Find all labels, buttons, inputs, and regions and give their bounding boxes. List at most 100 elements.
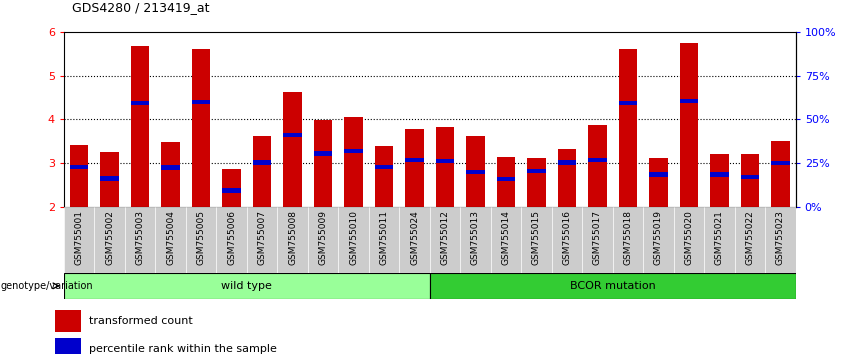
Bar xyxy=(765,207,796,273)
Bar xyxy=(162,142,180,207)
Bar xyxy=(64,207,94,273)
Bar xyxy=(253,136,271,207)
Text: GSM755019: GSM755019 xyxy=(654,210,663,266)
Bar xyxy=(314,120,332,207)
Bar xyxy=(162,165,180,170)
Text: GSM755008: GSM755008 xyxy=(288,210,297,266)
Text: GSM755024: GSM755024 xyxy=(410,210,419,265)
Text: GSM755022: GSM755022 xyxy=(745,210,755,265)
Bar xyxy=(405,129,424,207)
Bar xyxy=(368,207,399,273)
Text: GSM755016: GSM755016 xyxy=(563,210,572,266)
Text: GSM755020: GSM755020 xyxy=(684,210,694,265)
Text: GSM755003: GSM755003 xyxy=(135,210,145,266)
Bar xyxy=(582,207,613,273)
Bar xyxy=(649,172,667,177)
Bar xyxy=(613,207,643,273)
Bar xyxy=(405,158,424,162)
Text: percentile rank within the sample: percentile rank within the sample xyxy=(89,344,277,354)
Bar xyxy=(436,159,454,163)
Bar xyxy=(497,177,515,181)
Text: GSM755001: GSM755001 xyxy=(75,210,83,266)
Bar xyxy=(740,175,759,179)
Text: GSM755006: GSM755006 xyxy=(227,210,236,266)
Bar xyxy=(100,152,118,207)
Text: GSM755004: GSM755004 xyxy=(166,210,175,265)
Bar xyxy=(771,161,790,165)
Bar xyxy=(619,50,637,207)
Bar xyxy=(466,170,484,174)
Bar xyxy=(64,273,430,299)
Bar xyxy=(704,207,734,273)
Bar xyxy=(283,133,301,137)
Bar xyxy=(528,169,545,173)
Text: wild type: wild type xyxy=(221,281,272,291)
Bar xyxy=(70,165,89,169)
Bar xyxy=(131,101,149,105)
Bar xyxy=(557,160,576,165)
Text: GSM755009: GSM755009 xyxy=(318,210,328,266)
Text: GSM755014: GSM755014 xyxy=(501,210,511,265)
Bar xyxy=(649,158,667,207)
Bar xyxy=(253,160,271,165)
Text: GSM755012: GSM755012 xyxy=(441,210,449,265)
Bar xyxy=(491,207,521,273)
Bar xyxy=(551,207,582,273)
Bar xyxy=(680,43,698,207)
Text: GSM755002: GSM755002 xyxy=(105,210,114,265)
Bar xyxy=(191,50,210,207)
Bar xyxy=(345,149,363,153)
Bar xyxy=(94,207,125,273)
Bar xyxy=(222,188,241,193)
Bar xyxy=(345,117,363,207)
Bar xyxy=(100,176,118,181)
Text: GSM755021: GSM755021 xyxy=(715,210,724,265)
Bar xyxy=(643,207,674,273)
Bar xyxy=(70,145,89,207)
Bar xyxy=(374,165,393,169)
Bar xyxy=(399,207,430,273)
Text: GSM755011: GSM755011 xyxy=(380,210,389,266)
Bar xyxy=(216,207,247,273)
Bar xyxy=(436,127,454,207)
Bar xyxy=(619,101,637,105)
Text: genotype/variation: genotype/variation xyxy=(1,281,94,291)
Bar xyxy=(308,207,338,273)
Text: GSM755018: GSM755018 xyxy=(624,210,632,266)
Bar xyxy=(466,136,484,207)
Bar xyxy=(711,154,728,207)
Bar xyxy=(186,207,216,273)
Text: BCOR mutation: BCOR mutation xyxy=(570,281,655,291)
Bar xyxy=(771,141,790,207)
Text: GSM755013: GSM755013 xyxy=(471,210,480,266)
Bar xyxy=(588,125,607,207)
Bar xyxy=(374,146,393,207)
Bar xyxy=(680,99,698,103)
Bar xyxy=(131,46,149,207)
Bar xyxy=(125,207,155,273)
Text: GSM755007: GSM755007 xyxy=(258,210,266,266)
Bar xyxy=(557,149,576,207)
Bar xyxy=(497,157,515,207)
Text: GSM755005: GSM755005 xyxy=(197,210,206,266)
Bar xyxy=(740,154,759,207)
Text: GSM755010: GSM755010 xyxy=(349,210,358,266)
Bar xyxy=(277,207,308,273)
Bar xyxy=(55,338,81,354)
Bar xyxy=(247,207,277,273)
Bar xyxy=(222,169,241,207)
Text: transformed count: transformed count xyxy=(89,316,193,326)
Bar xyxy=(430,207,460,273)
Bar xyxy=(528,158,545,207)
Bar xyxy=(734,207,765,273)
Bar xyxy=(283,92,301,207)
Bar xyxy=(588,158,607,162)
Bar xyxy=(314,152,332,156)
Text: GDS4280 / 213419_at: GDS4280 / 213419_at xyxy=(72,1,210,14)
Text: GSM755023: GSM755023 xyxy=(776,210,785,265)
Text: GSM755015: GSM755015 xyxy=(532,210,541,266)
Bar xyxy=(460,207,491,273)
Text: GSM755017: GSM755017 xyxy=(593,210,602,266)
Bar xyxy=(191,100,210,104)
Bar xyxy=(430,273,796,299)
